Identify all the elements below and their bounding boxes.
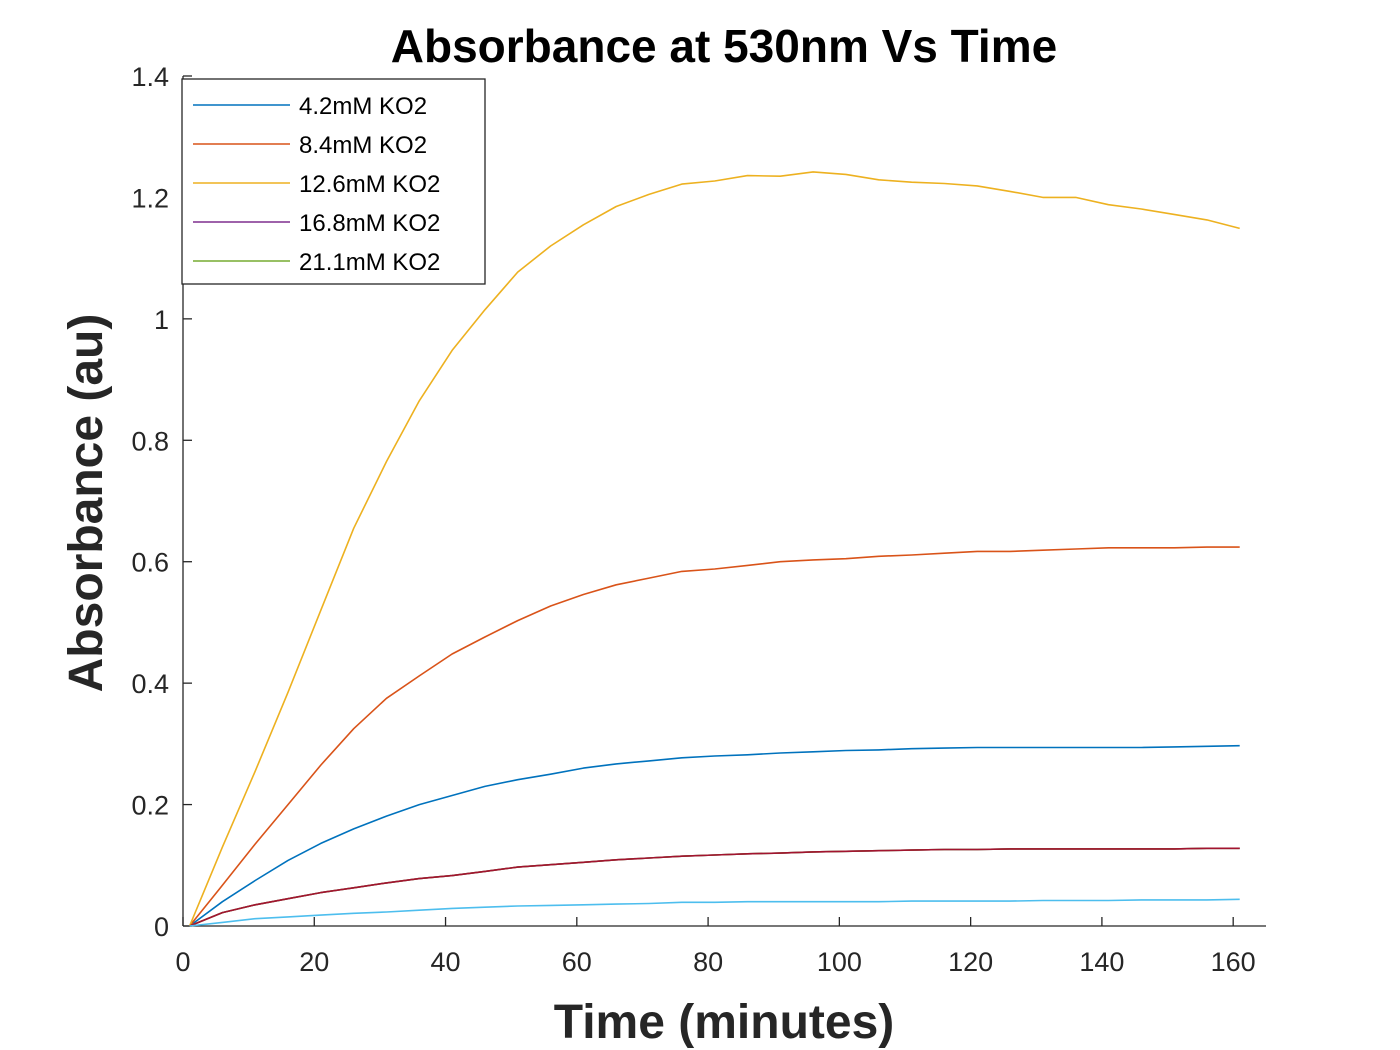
series-line-unlabeled	[189, 847, 1240, 927]
x-tick-label: 40	[431, 947, 461, 977]
legend-label: 16.8mM KO2	[299, 210, 440, 237]
x-tick-label: 80	[693, 947, 723, 977]
x-tick-label: 160	[1211, 947, 1256, 977]
y-tick-label: 1.4	[131, 62, 169, 92]
legend-label: 8.4mM KO2	[299, 132, 427, 159]
y-tick-label: 0.8	[131, 426, 169, 456]
x-axis-ticks: 0 20 40 60 80 100 120 140 160	[175, 917, 1256, 977]
y-tick-label: 0.6	[131, 548, 169, 578]
series-lines	[188, 171, 1240, 927]
x-tick-label: 20	[299, 947, 329, 977]
series-line-8-4mm-ko2	[188, 546, 1240, 927]
legend-box	[181, 78, 486, 285]
y-tick-label: 1	[154, 305, 169, 335]
series-line-12-6mm-ko2	[188, 171, 1240, 927]
y-axis-title: Absorbance (au)	[60, 314, 113, 693]
y-tick-label: 0.4	[131, 669, 169, 699]
y-tick-label: 0.2	[131, 791, 169, 821]
y-tick-label: 1.2	[131, 183, 169, 213]
legend: 4.2mM KO2 8.4mM KO2 12.6mM KO2 16.8mM KO2 21…	[181, 78, 486, 285]
x-tick-label: 120	[948, 947, 993, 977]
x-tick-label: 0	[175, 947, 190, 977]
y-axis-ticks: 0 0.2 0.4 0.6 0.8 1 1.2 1.4	[131, 62, 192, 942]
x-axis-title: Time (minutes)	[554, 996, 895, 1049]
legend-label: 4.2mM KO2	[299, 93, 427, 120]
series-line-unlabeled	[189, 898, 1240, 927]
x-tick-label: 140	[1079, 947, 1124, 977]
x-tick-label: 60	[562, 947, 592, 977]
chart-title: Absorbance at 530nm Vs Time	[391, 20, 1057, 72]
x-tick-label: 100	[817, 947, 862, 977]
legend-label: 21.1mM KO2	[299, 249, 440, 276]
series-line-4-2mm-ko2	[189, 744, 1240, 927]
y-tick-label: 0	[154, 912, 169, 942]
legend-items: 4.2mM KO2 8.4mM KO2 12.6mM KO2 16.8mM KO2 21…	[193, 93, 440, 276]
plot-area: 0 20 40 60 80 100 120 140 160 0 0.2 0.4 0.6 0.8 1 1.2 1…	[131, 62, 1266, 977]
legend-label: 12.6mM KO2	[299, 171, 440, 198]
